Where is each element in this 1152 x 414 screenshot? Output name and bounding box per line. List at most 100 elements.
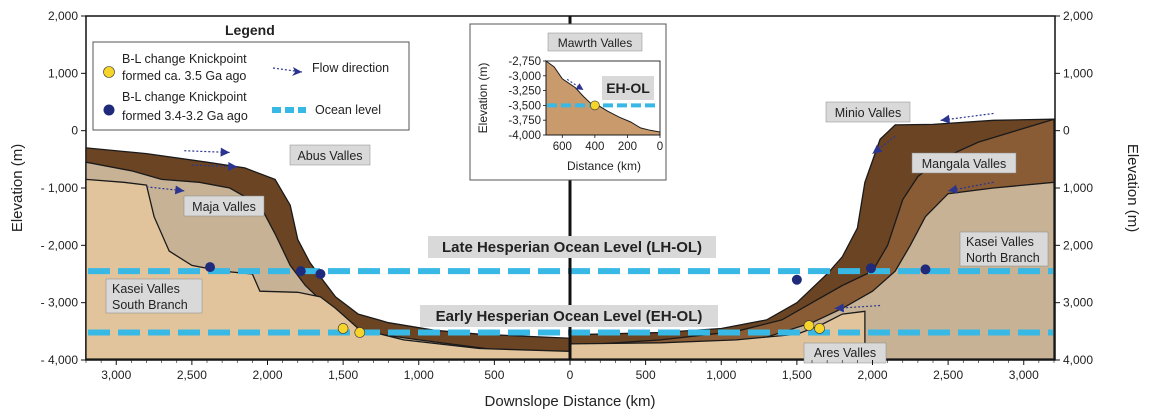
x-tick-left-label-2: 2,000 [252, 368, 282, 382]
x-tick-right-label-4: 2,500 [933, 368, 963, 382]
knickpoint-8 [803, 320, 815, 331]
x-tick-center-label: 0 [567, 368, 574, 382]
inset-x-ticks: 600 400 200 0 [553, 135, 663, 153]
y-axis-ticks: 2,000 2,000 1,000 1,000 0 0 - 1,000 1,000 - 2,00… [41, 9, 1094, 367]
flow-arrowhead-4 [872, 144, 883, 154]
x-tick-left-label-0: 3,000 [101, 368, 131, 382]
kasei-south-label: Kasei Valles South Branch [105, 278, 203, 314]
svg-text:Maja Valles: Maja Valles [192, 200, 256, 214]
inset-y-tick-label-0: -2,750 [508, 56, 541, 68]
y-tick-right-label-5: 3,000 [1063, 296, 1093, 310]
svg-text:Ares Valles: Ares Valles [814, 346, 876, 360]
inset-profile [545, 60, 661, 136]
ares-profile [569, 310, 866, 360]
eh-ol-label: Early Hesperian Ocean Level (EH-OL) [420, 305, 718, 327]
ares-valles-label: Ares Valles [803, 342, 887, 364]
lh-ol-text: Late Hesperian Ocean Level (LH-OL) [442, 239, 702, 256]
svg-text:formed 3.4-3.2 Ga ago: formed 3.4-3.2 Ga ago [122, 109, 248, 123]
mangala-valles-label: Mangala Valles [911, 152, 1017, 174]
x-tick-right-label-3: 2,000 [857, 368, 887, 382]
legend: Legend B-L change Knickpoint formed ca. … [92, 22, 410, 131]
inset-title: Mawrth Valles [558, 36, 632, 50]
minio-valles-label: Minio Valles [825, 101, 911, 123]
inset-y-tick-label-2: -3,250 [508, 86, 541, 98]
kasei-south-text-line-1: South Branch [112, 298, 188, 312]
flow-arrowhead-2 [174, 185, 185, 195]
x-tick-left-label-5: 500 [484, 368, 504, 382]
x-tick-right-label-0: 500 [636, 368, 656, 382]
knickpoint-2 [315, 269, 326, 279]
inset-y-ticks: -2,750 -3,000 -3,250 -3,500 -3,750 -4,000 [508, 56, 546, 142]
lh-ol-label: Late Hesperian Ocean Level (LH-OL) [428, 236, 716, 258]
y-tick-left-label-2: 0 [71, 124, 78, 138]
knickpoint-3 [337, 323, 349, 334]
y-tick-right-label-1: 1,000 [1063, 66, 1093, 80]
maja-valles-label: Maja Valles [183, 195, 265, 217]
inset-ylabel: Elevation (m) [476, 63, 490, 134]
flow-arrowhead-5 [948, 184, 958, 194]
knickpoint-5 [791, 274, 802, 285]
knickpoint-4 [354, 327, 366, 338]
y-axis-title-right: Elevation (m) [1124, 144, 1141, 232]
y-tick-left-label-4: - 2,000 [41, 238, 79, 252]
kasei-north-label: Kasei Valles North Branch [959, 231, 1049, 267]
svg-text:B-L change Knickpoint: B-L change Knickpoint [122, 52, 247, 66]
inset-y-tick-label-4: -3,750 [508, 115, 541, 127]
y-tick-left-label-0: 2,000 [48, 9, 78, 23]
legend-title: Legend [225, 22, 275, 38]
inset-tag: EH-OL [606, 80, 650, 96]
y-tick-left-label-5: - 3,000 [41, 296, 79, 310]
flow-arrowhead-3 [940, 114, 951, 124]
flow-arrowhead-0 [220, 147, 230, 157]
inset-xlabel: Distance (km) [567, 159, 641, 173]
svg-text:B-L change Knickpoint: B-L change Knickpoint [122, 90, 247, 104]
flow-arrowhead-6 [834, 303, 844, 313]
flow-arrowhead-1 [228, 161, 238, 171]
svg-text:formed ca. 3.5 Ga ago: formed ca. 3.5 Ga ago [122, 69, 246, 83]
svg-text:Ocean level: Ocean level [315, 103, 381, 117]
y-tick-right-label-6: 4,000 [1063, 353, 1093, 367]
svg-text:Flow direction: Flow direction [312, 61, 389, 75]
knickpoint-6 [865, 263, 876, 274]
knickpoints [205, 262, 931, 338]
x-axis-title: Downslope Distance (km) [485, 393, 656, 410]
flow-arrows [146, 112, 994, 313]
svg-text:Minio Valles: Minio Valles [835, 106, 901, 120]
x-tick-right-label-1: 1,000 [706, 368, 736, 382]
x-axis-ticks: 3,000 2,500 2,000 1,500 1,000 500 0 500 1,000 1,5… [85, 360, 1055, 382]
y-tick-left-label-1: 1,000 [48, 66, 78, 80]
inset-y-tick-label-3: -3,500 [508, 100, 541, 112]
inset-x-tick-label-0: 600 [553, 141, 572, 153]
x-tick-left-label-3: 1,500 [328, 368, 358, 382]
inset-y-tick-label-5: -4,000 [508, 130, 541, 142]
legend-flow-arrowhead-icon [292, 67, 302, 76]
x-tick-right-label-5: 3,000 [1009, 368, 1039, 382]
y-tick-right-label-0: 2,000 [1063, 9, 1093, 23]
flow-arrow-4 [872, 135, 896, 155]
knickpoint-1 [295, 266, 306, 277]
legend-box [92, 41, 410, 131]
inset-x-tick-label-1: 400 [585, 141, 604, 153]
legend-early-knick-icon [103, 66, 115, 78]
inset-panel: Mawrth Valles EH-OL -2,750 -3,000 -3,250 -3… [469, 23, 667, 181]
legend-late-knick-icon [103, 104, 115, 116]
y-tick-right-label-4: 2,000 [1063, 238, 1093, 252]
y-axis-title-left: Elevation (m) [9, 144, 26, 232]
y-tick-right-label-3: 1,000 [1063, 181, 1093, 195]
knickpoint-7 [920, 264, 931, 275]
x-tick-right-label-2: 1,500 [782, 368, 812, 382]
inset-x-tick-label-2: 200 [618, 141, 637, 153]
eh-ol-text: Early Hesperian Ocean Level (EH-OL) [436, 308, 703, 325]
svg-text:Abus Valles: Abus Valles [297, 149, 362, 163]
y-tick-right-label-2: 0 [1063, 124, 1070, 138]
kasei-south-text-line-0: Kasei Valles [112, 282, 180, 296]
inset-y-tick-label-1: -3,000 [508, 71, 541, 83]
svg-text:Mangala Valles: Mangala Valles [922, 157, 1007, 171]
knickpoint-9 [814, 323, 825, 334]
x-tick-left-label-4: 1,000 [404, 368, 434, 382]
inset-plot [545, 60, 661, 136]
kasei-south-text: Kasei Valles South Branch [112, 282, 188, 312]
y-tick-left-label-6: - 4,000 [41, 353, 79, 367]
abus-valles-label: Abus Valles [289, 144, 371, 166]
